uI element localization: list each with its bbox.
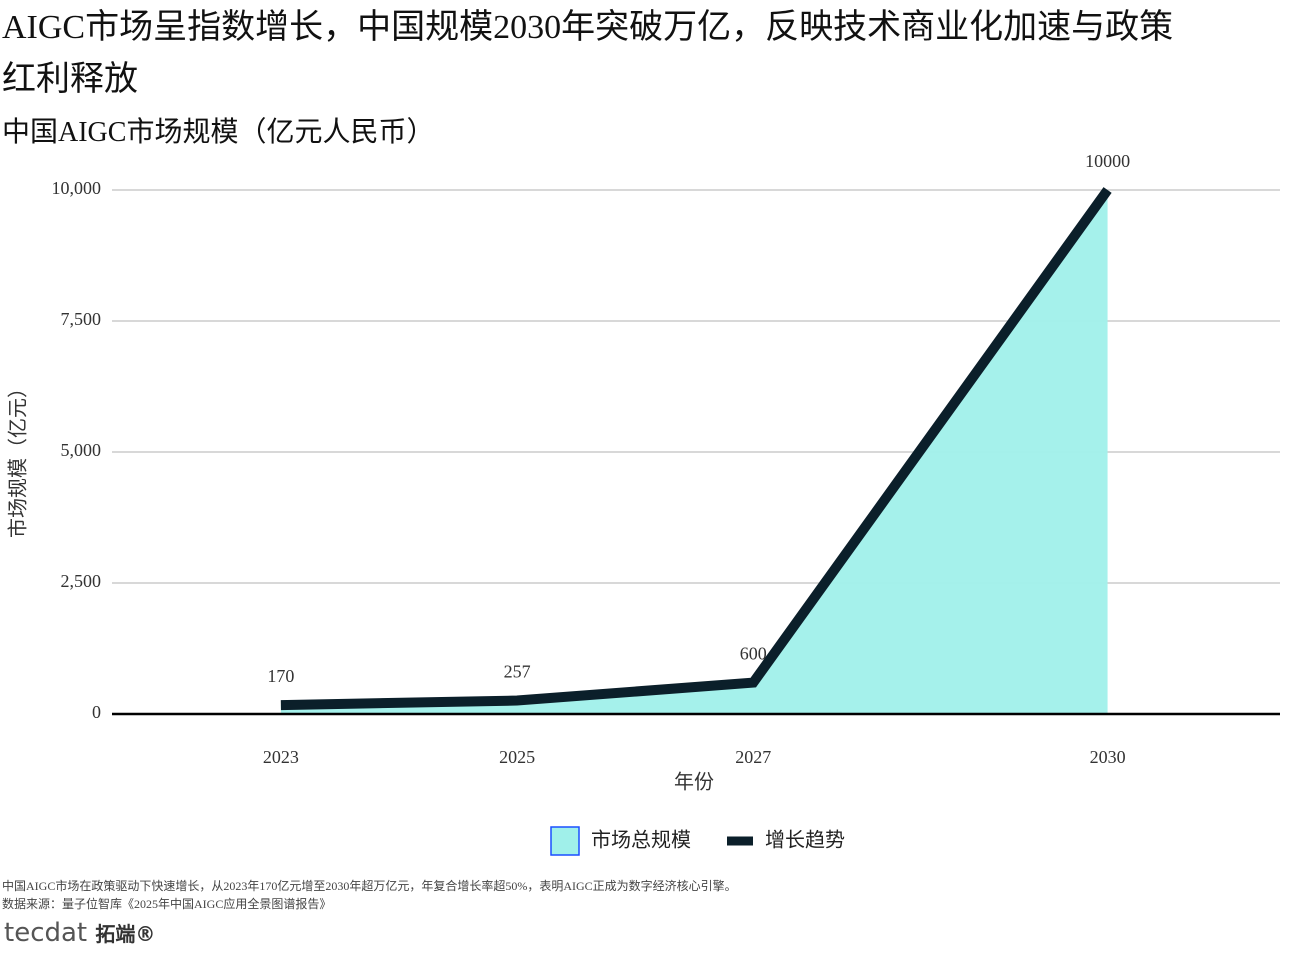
x-tick-label: 2025 (499, 747, 535, 767)
y-tick-label: 5,000 (61, 440, 102, 460)
note: 中国AIGC市场在政策驱动下快速增长，从2023年170亿元增至2030年超万亿… (2, 879, 737, 893)
x-tick-label: 2027 (735, 747, 771, 767)
data-label: 600 (740, 644, 767, 664)
data-label: 10000 (1085, 151, 1130, 171)
chart-subtitle: 中国AIGC市场规模（亿元人民币） (2, 117, 435, 148)
logo: tecdat 拓端® (4, 918, 155, 948)
legend-label: 增长趋势 (765, 829, 845, 852)
line (280, 187, 1112, 711)
x-axis-label: 年份 (674, 771, 714, 794)
x-tick-label: 2030 (1090, 747, 1126, 767)
legend-label: 市场总规模 (591, 829, 691, 852)
logo-text: 拓端® (95, 922, 156, 946)
chart-title: AIGC市场呈指数增长，中国规模2030年突破万亿，反映技术商业化加速与政策红利… (2, 9, 1174, 98)
y-tick-label: 10,000 (52, 178, 102, 198)
legend-swatch (550, 826, 580, 856)
y-axis-label: 市场规模（亿元） (7, 378, 30, 538)
y-tick-label: 7,500 (61, 309, 102, 329)
x-tick-label: 2023 (263, 747, 299, 767)
data-label: 257 (504, 662, 531, 682)
area (280, 190, 1108, 714)
logo-text: tecdat (4, 918, 88, 948)
y-tick-label: 0 (92, 702, 101, 722)
y-tick-label: 2,500 (61, 571, 102, 591)
data-label: 170 (267, 666, 294, 686)
source: 数据来源：量子位智库《2025年中国AIGC应用全景图谱报告》 (2, 897, 332, 911)
